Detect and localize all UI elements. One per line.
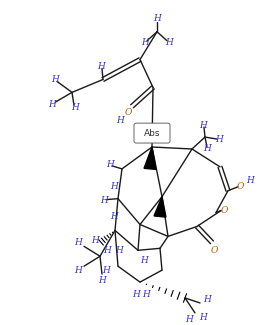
Text: H: H	[142, 290, 150, 298]
Text: H: H	[97, 62, 105, 71]
Text: H: H	[48, 100, 56, 109]
Text: H: H	[153, 14, 161, 23]
Text: O: O	[220, 206, 228, 215]
Text: H: H	[102, 266, 110, 275]
Text: H: H	[51, 75, 59, 84]
Text: O: O	[124, 108, 132, 117]
Text: H: H	[115, 246, 123, 255]
Text: O: O	[210, 246, 218, 255]
Text: H: H	[199, 313, 207, 322]
Text: H: H	[199, 121, 207, 130]
Text: H: H	[106, 160, 114, 169]
Text: H: H	[141, 38, 149, 47]
Text: Abs: Abs	[144, 129, 160, 137]
Text: H: H	[110, 182, 118, 191]
Text: H: H	[71, 103, 79, 112]
Polygon shape	[154, 197, 166, 217]
Text: H: H	[74, 238, 82, 247]
Text: H: H	[132, 290, 140, 298]
Text: H: H	[100, 196, 108, 205]
Polygon shape	[144, 147, 156, 169]
Text: H: H	[165, 38, 173, 47]
Text: H: H	[203, 295, 211, 305]
Text: H: H	[74, 266, 82, 275]
Text: H: H	[116, 116, 124, 125]
Text: H: H	[215, 135, 223, 144]
Text: H: H	[203, 145, 211, 153]
FancyBboxPatch shape	[134, 123, 170, 143]
Text: H: H	[140, 256, 148, 265]
Text: H: H	[103, 246, 111, 255]
Text: H: H	[91, 236, 99, 245]
Text: O: O	[236, 182, 244, 191]
Text: H: H	[185, 315, 193, 324]
Text: H: H	[110, 212, 118, 221]
Text: H: H	[98, 276, 106, 285]
Text: H: H	[246, 176, 254, 185]
